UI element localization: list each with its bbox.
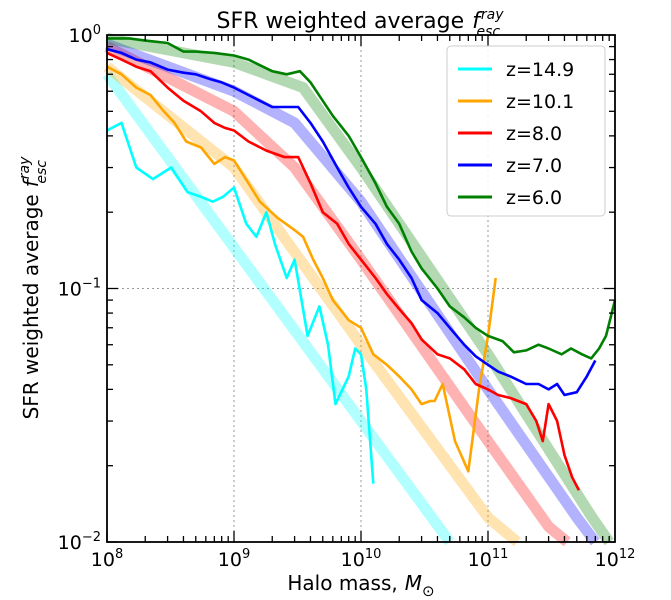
- series-line: [106, 51, 581, 491]
- plot-frame: [106, 34, 616, 543]
- fit-curve: [102, 71, 455, 546]
- series-lines: [106, 37, 617, 491]
- y-tick-label: 10−2: [58, 530, 101, 554]
- series-line: [106, 47, 597, 397]
- x-tick-label: 109: [218, 547, 250, 571]
- fit-curve: [105, 32, 614, 546]
- x-tick-label: 1010: [341, 547, 382, 571]
- legend-label: z=8.0: [506, 123, 562, 145]
- series-line: [106, 121, 375, 484]
- tick-labels: 108 109 1010 1011 1012 10−2 10−1 100: [58, 23, 636, 571]
- fit-curve: [103, 62, 521, 547]
- axis-ticks: [106, 35, 615, 543]
- fit-curve: [105, 39, 600, 546]
- legend-label: z=7.0: [506, 155, 562, 177]
- legend-box: [446, 45, 606, 217]
- legend-items: z=14.9 z=10.1 z=8.0 z=7.0 z=6.0: [458, 59, 574, 209]
- legend-label: z=6.0: [506, 187, 562, 209]
- y-axis-title: SFR weighted averagefrayesc: [17, 156, 50, 420]
- x-tick-label: 1012: [595, 547, 636, 571]
- y-tick-label: 100: [69, 23, 101, 47]
- legend: z=14.9 z=10.1 z=8.0 z=7.0 z=6.0: [446, 45, 606, 217]
- fit-curves: [102, 32, 614, 547]
- chart-title: SFR weighted average fray esc: [216, 7, 504, 40]
- legend-label: z=14.9: [506, 59, 574, 81]
- series-line: [107, 37, 617, 360]
- x-axis-title: Halo mass, M⊙: [287, 571, 434, 600]
- x-tick-label: 1011: [468, 547, 509, 571]
- x-tick-label: 108: [91, 547, 123, 571]
- series-line: [106, 65, 497, 473]
- y-tick-label: 10−1: [58, 277, 101, 301]
- legend-label: z=10.1: [506, 91, 574, 113]
